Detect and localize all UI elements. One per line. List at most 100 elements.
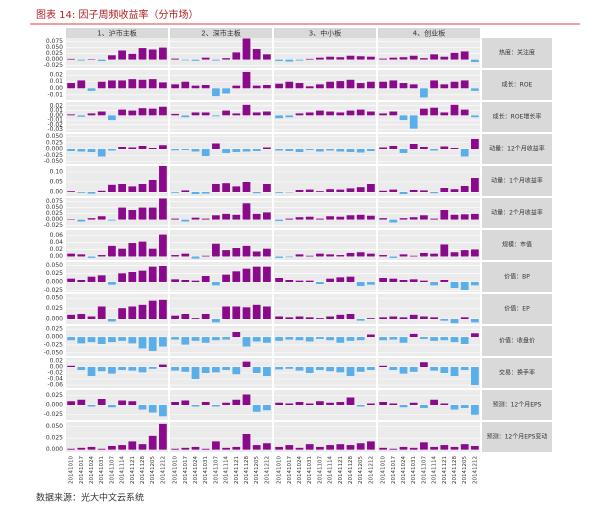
- bar: [263, 111, 271, 116]
- row-strip: [482, 422, 552, 452]
- row-strip: [482, 390, 552, 420]
- bar: [409, 255, 418, 257]
- bar: [367, 441, 375, 450]
- bar: [263, 54, 271, 60]
- x-tick-label: 20141114: [120, 456, 126, 484]
- bar: [171, 255, 179, 257]
- bar: [222, 110, 230, 116]
- bar: [201, 367, 210, 373]
- row-strip: [482, 198, 552, 228]
- bar: [326, 149, 334, 151]
- bar: [118, 109, 126, 116]
- bar: [336, 444, 345, 450]
- y-tick-label: -0.025: [44, 411, 64, 418]
- x-tick-label: 20141114: [328, 456, 334, 484]
- bar: [346, 110, 355, 116]
- bar: [108, 184, 116, 192]
- bar: [263, 443, 271, 450]
- bar: [356, 367, 365, 372]
- bar: [409, 115, 418, 129]
- bar: [148, 405, 157, 413]
- y-tick-label: 0.04: [50, 239, 64, 246]
- column-header: 4、创业板: [413, 29, 445, 38]
- bar: [316, 191, 324, 192]
- row-header: 预测：12个月EPS变动: [487, 433, 548, 441]
- y-tick-label: 0.000: [46, 279, 63, 286]
- bar: [399, 83, 408, 89]
- column-strip: [274, 28, 376, 38]
- bar: [399, 337, 408, 343]
- bar: [148, 207, 157, 220]
- bar: [420, 88, 428, 98]
- bar: [295, 402, 304, 405]
- bar: [181, 190, 190, 192]
- bar: [67, 191, 75, 192]
- bar: [409, 190, 418, 192]
- bar: [430, 107, 438, 116]
- y-tick-label: 0.01: [50, 107, 64, 114]
- bar: [181, 400, 190, 405]
- row-header: 成长：ROE: [502, 81, 533, 89]
- bar: [138, 241, 147, 257]
- bar: [201, 314, 210, 319]
- bar: [409, 314, 418, 319]
- bar: [67, 278, 75, 282]
- row-header: 规模：市值: [502, 241, 532, 249]
- bar: [232, 332, 241, 338]
- chart-title: 图表 14: 因子周频收益率（分市场）: [36, 8, 198, 21]
- y-tick-label: 0.000: [46, 216, 63, 223]
- bar: [379, 81, 387, 89]
- bar: [212, 215, 220, 220]
- bar: [295, 367, 304, 371]
- bar: [263, 405, 271, 411]
- bar: [181, 253, 190, 257]
- bar: [232, 367, 241, 375]
- bar: [191, 446, 200, 450]
- y-tick-label: -0.025: [44, 287, 64, 294]
- bar: [252, 192, 261, 194]
- bar: [346, 215, 355, 220]
- bar: [252, 251, 261, 257]
- bar: [295, 59, 304, 61]
- bar: [97, 190, 106, 192]
- y-tick-label: 0.000: [46, 146, 63, 153]
- bar: [367, 111, 375, 116]
- y-tick-label: -0.01: [47, 117, 63, 124]
- y-tick-label: 0.025: [46, 435, 63, 442]
- bar: [242, 149, 251, 152]
- bar: [263, 337, 271, 343]
- row-strip: [482, 102, 552, 132]
- bar: [77, 367, 86, 370]
- bar: [87, 337, 96, 343]
- bar: [138, 184, 147, 192]
- bar: [263, 85, 271, 89]
- bar: [191, 112, 200, 116]
- bar: [356, 187, 365, 192]
- bar: [263, 266, 271, 282]
- bar: [171, 218, 179, 220]
- bar: [367, 56, 375, 60]
- y-tick-label: 0.075: [46, 198, 63, 205]
- bar: [440, 188, 449, 192]
- bar: [77, 192, 86, 193]
- bar: [295, 149, 304, 152]
- x-tick-label: 20141017: [287, 456, 293, 484]
- bar: [367, 318, 375, 319]
- bar: [232, 399, 241, 405]
- bar: [181, 219, 190, 222]
- bar: [77, 254, 86, 257]
- bar: [108, 80, 116, 89]
- bar: [356, 405, 365, 407]
- bar: [108, 149, 116, 151]
- bar: [285, 218, 294, 220]
- bar: [128, 367, 137, 371]
- bar: [87, 256, 96, 258]
- bar: [118, 50, 126, 60]
- bar: [367, 367, 375, 370]
- bar: [252, 85, 261, 89]
- bar: [212, 405, 220, 407]
- column-strip: [378, 28, 480, 38]
- bar: [346, 188, 355, 192]
- bar: [263, 212, 271, 220]
